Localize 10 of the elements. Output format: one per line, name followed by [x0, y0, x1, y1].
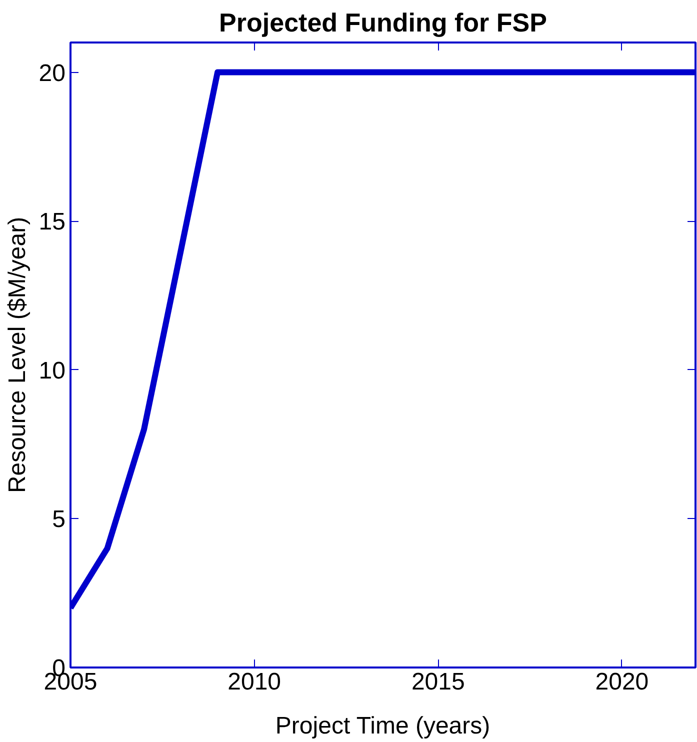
chart-title: Projected Funding for FSP — [219, 8, 547, 38]
x-tick-label: 2015 — [411, 668, 465, 696]
y-tick-label: 10 — [38, 357, 66, 384]
y-axis-title: Resource Level ($M/year) — [4, 216, 31, 494]
y-tick-label: 20 — [38, 60, 66, 87]
y-tick-label: 15 — [38, 208, 66, 236]
x-tick-label: 2010 — [228, 668, 282, 696]
x-tick-label: 2020 — [595, 668, 649, 696]
x-axis-title: Project Time (years) — [275, 712, 490, 740]
y-tick-label: 5 — [52, 506, 66, 534]
